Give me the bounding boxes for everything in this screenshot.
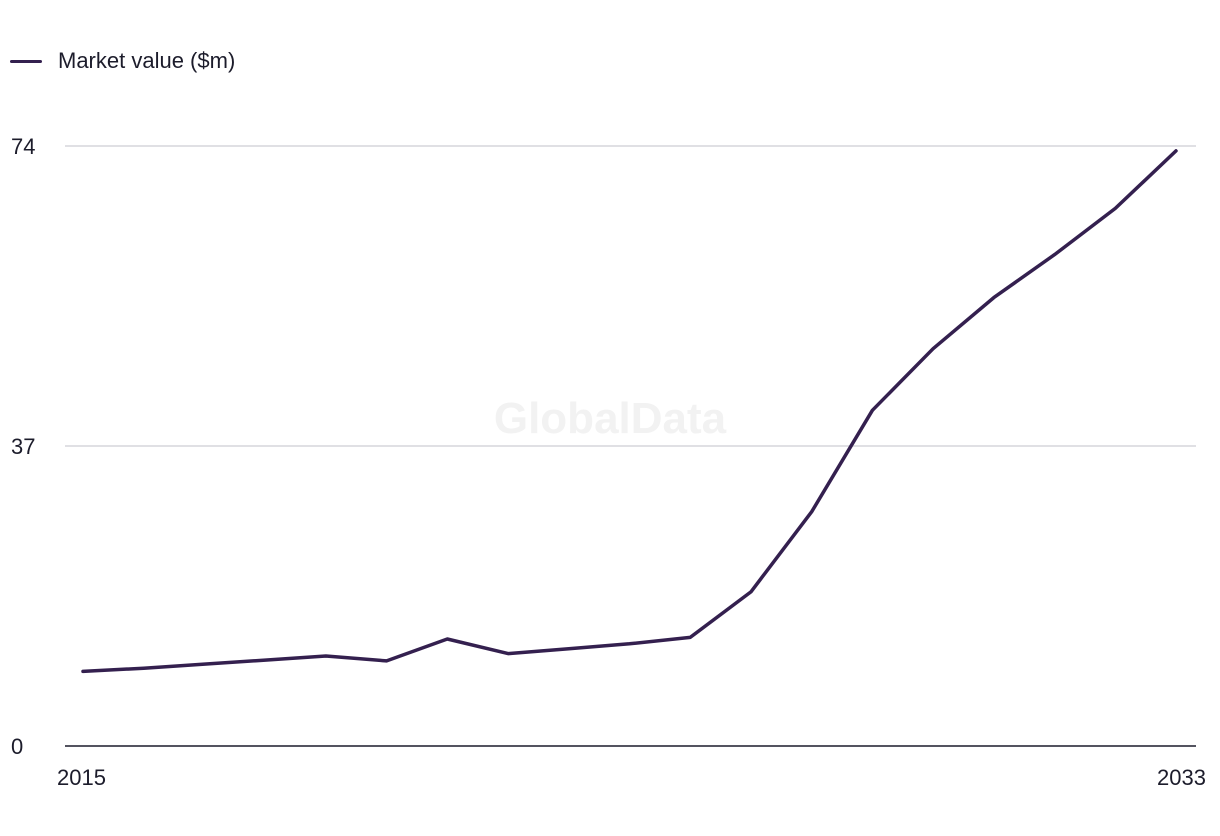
y-tick-label-0: 0 xyxy=(11,734,23,759)
series-layer xyxy=(81,149,1178,674)
legend-label: Market value ($m) xyxy=(58,48,236,73)
legend-line-swatch xyxy=(10,59,42,63)
x-tick-label-first: 2015 xyxy=(57,765,106,790)
legend: Market value ($m) xyxy=(10,47,235,75)
series-line-0 xyxy=(81,149,1178,674)
y-tick-label-74: 74 xyxy=(11,134,35,159)
gridlines xyxy=(65,145,1196,447)
x-tick-labels: 2015 2033 xyxy=(57,765,1206,790)
y-tick-labels: 0 37 74 xyxy=(11,134,35,759)
y-tick-label-37: 37 xyxy=(11,434,35,459)
x-tick-label-last: 2033 xyxy=(1157,765,1206,790)
watermark: GlobalData xyxy=(494,394,727,443)
